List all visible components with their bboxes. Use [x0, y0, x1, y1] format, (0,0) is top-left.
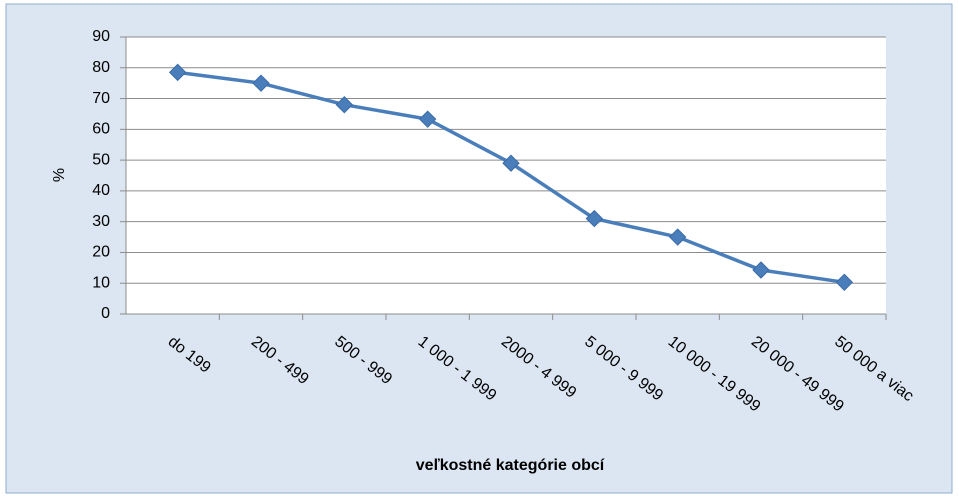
- data-point: [252, 74, 270, 92]
- y-tick-label: 10: [92, 274, 110, 291]
- data-point: [668, 228, 687, 246]
- y-tick-label: 60: [92, 121, 110, 138]
- y-tick-label: 30: [92, 213, 110, 230]
- y-tick-label: 80: [92, 59, 110, 76]
- data-point: [502, 154, 520, 172]
- data-point: [335, 96, 354, 114]
- y-tick-label: 0: [101, 305, 110, 322]
- data-point: [168, 63, 187, 82]
- data-point: [585, 209, 604, 228]
- y-tick-label: 90: [92, 28, 110, 45]
- y-tick-label: 70: [92, 90, 110, 107]
- y-axis-label: %: [51, 168, 68, 182]
- data-point: [418, 110, 437, 128]
- x-axis-label: veľkostné kategórie obcí: [416, 457, 605, 474]
- y-tick-label: 20: [92, 244, 110, 261]
- data-point: [752, 261, 770, 279]
- data-point: [835, 273, 854, 292]
- y-tick-label: 40: [92, 182, 110, 199]
- y-tick-label: 50: [92, 151, 110, 168]
